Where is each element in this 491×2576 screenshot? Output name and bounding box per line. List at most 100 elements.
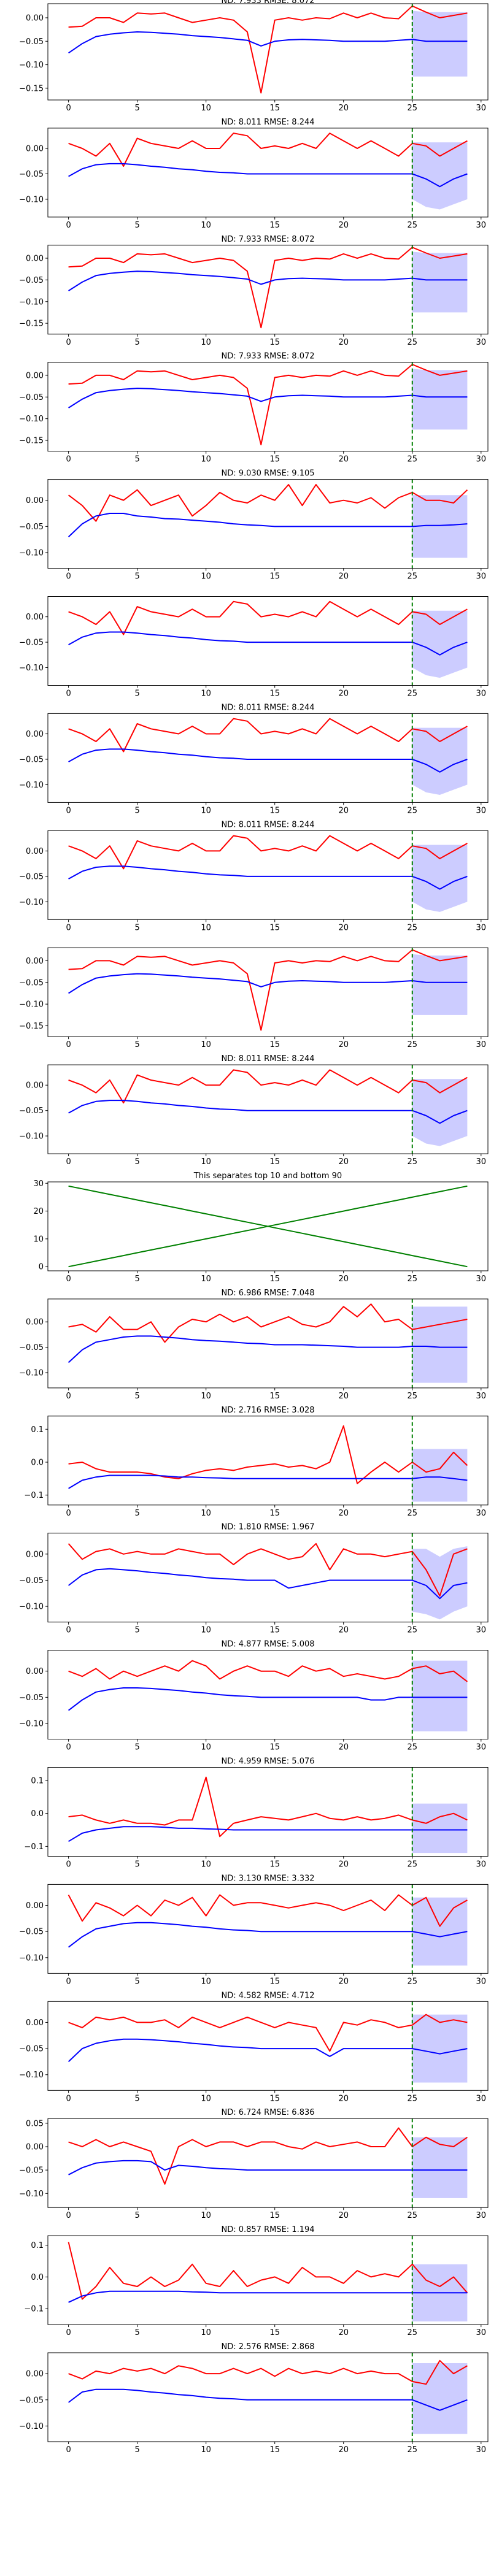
y-tick-label-5-2: −0.10 [19, 549, 44, 558]
series-line-9-1 [68, 949, 468, 1031]
x-tick-label-8-6: 30 [476, 923, 487, 932]
y-tick-label-20-1: 0.0 [31, 2273, 44, 2282]
y-tick-label-14-1: −0.05 [19, 1576, 44, 1585]
x-tick-label-1-1: 5 [135, 104, 140, 113]
x-tick-label-4-2: 10 [201, 455, 211, 464]
x-tick-label-10-3: 15 [269, 1157, 280, 1167]
series-line-18-2 [68, 2038, 468, 2063]
x-tick-label-12-6: 30 [476, 1392, 487, 1401]
series-line-5-2 [68, 513, 468, 538]
x-tick-label-12-2: 10 [201, 1392, 211, 1401]
axes-frame-12 [47, 1298, 489, 1389]
axes-frame-20 [47, 2235, 489, 2325]
axes-frame-15 [47, 1650, 489, 1740]
y-tick-label-13-1: 0.0 [31, 1458, 44, 1467]
y-tick-label-21-1: −0.05 [19, 2396, 44, 2405]
x-tick-label-7-0: 0 [66, 806, 71, 815]
x-tick-label-10-6: 30 [476, 1157, 487, 1167]
y-tick-label-21-2: −0.10 [19, 2422, 44, 2431]
x-tick-label-4-1: 5 [135, 455, 140, 464]
x-tick-label-18-3: 15 [269, 2094, 280, 2103]
y-tick-label-4-1: −0.05 [19, 393, 44, 402]
y-tick-label-13-0: 0.1 [31, 1425, 44, 1435]
axes-frame-21 [47, 2352, 489, 2442]
axes-frame-13 [47, 1416, 489, 1506]
x-tick-label-11-0: 0 [66, 1275, 71, 1284]
y-tick-label-8-2: −0.10 [19, 898, 44, 907]
x-tick-label-9-6: 30 [476, 1040, 487, 1049]
x-tick-label-4-6: 30 [476, 455, 487, 464]
axes-frame-1 [47, 3, 489, 101]
x-tick-label-21-5: 25 [407, 2445, 417, 2455]
x-tick-label-14-4: 20 [338, 1626, 349, 1635]
y-tick-label-11-3: 0 [39, 1263, 44, 1272]
x-tick-label-11-2: 10 [201, 1275, 211, 1284]
x-tick-label-17-2: 10 [201, 1977, 211, 1986]
axes-frame-19 [47, 2118, 489, 2208]
forecast-band-18 [412, 2014, 468, 2083]
x-tick-label-14-2: 10 [201, 1626, 211, 1635]
axes-frame-18 [47, 2001, 489, 2091]
axes-frame-3 [47, 245, 489, 335]
y-tick-label-1-1: −0.05 [19, 37, 44, 47]
x-tick-label-2-0: 0 [66, 221, 71, 230]
x-tick-label-11-3: 15 [269, 1275, 280, 1284]
x-tick-label-8-4: 20 [338, 923, 349, 932]
y-tick-label-19-2: −0.05 [19, 2166, 44, 2175]
y-tick-label-14-2: −0.10 [19, 1603, 44, 1612]
series-line-14-1 [68, 1543, 468, 1597]
chart-panel-7: ND: 8.011 RMSE: 8.244 0 5 10 15 20 25 30 0.00 −0.… [19, 703, 489, 815]
x-tick-label-16-5: 25 [407, 1860, 417, 1869]
x-tick-label-20-2: 10 [201, 2328, 211, 2337]
series-line-2-1 [68, 132, 468, 167]
chart-panel-5: ND: 9.030 RMSE: 9.105 0 5 10 15 20 25 30 0.00 −0.… [19, 469, 489, 581]
x-tick-label-3-5: 25 [407, 338, 417, 347]
y-tick-label-9-0: 0.00 [26, 957, 44, 966]
x-tick-label-9-0: 0 [66, 1040, 71, 1049]
series-line-12-1 [68, 1303, 468, 1343]
x-tick-label-12-4: 20 [338, 1392, 349, 1401]
x-tick-label-6-6: 30 [476, 689, 487, 699]
chart-panel-19: ND: 6.724 RMSE: 6.836 0 5 10 15 20 25 30 0.05 0.0… [19, 2108, 489, 2220]
x-tick-label-13-0: 0 [66, 1509, 71, 1518]
chart-panel-4: ND: 7.933 RMSE: 8.072 0 5 10 15 20 25 30 0.00 −0.… [19, 352, 489, 464]
x-tick-label-17-3: 15 [269, 1977, 280, 1986]
y-tick-label-7-0: 0.00 [26, 730, 44, 739]
forecast-band-2 [412, 142, 468, 210]
forecast-band-1 [412, 10, 468, 77]
chart-title-4: ND: 7.933 RMSE: 8.072 [221, 352, 314, 361]
series-line-18-1 [68, 2014, 468, 2052]
x-tick-label-3-4: 20 [338, 338, 349, 347]
x-tick-label-16-2: 10 [201, 1860, 211, 1869]
x-tick-label-18-4: 20 [338, 2094, 349, 2103]
chart-panel-21: ND: 2.576 RMSE: 2.868 0 5 10 15 20 25 30 0.00 −0.… [19, 2342, 489, 2455]
chart-title-2: ND: 8.011 RMSE: 8.244 [221, 118, 314, 127]
x-tick-label-12-1: 5 [135, 1392, 140, 1401]
chart-title-10: ND: 8.011 RMSE: 8.244 [221, 1054, 314, 1064]
x-tick-label-14-1: 5 [135, 1626, 140, 1635]
x-tick-label-6-5: 25 [407, 689, 417, 699]
x-tick-label-12-3: 15 [269, 1392, 280, 1401]
x-tick-label-5-5: 25 [407, 572, 417, 581]
x-tick-label-18-2: 10 [201, 2094, 211, 2103]
y-tick-label-20-0: 0.1 [31, 2241, 44, 2250]
x-tick-label-4-3: 15 [269, 455, 280, 464]
forecast-band-8 [412, 845, 468, 912]
series-line-11-2 [68, 1185, 468, 1268]
x-tick-label-11-5: 25 [407, 1275, 417, 1284]
series-line-16-2 [68, 1826, 468, 1842]
y-tick-label-7-2: −0.10 [19, 781, 44, 790]
x-tick-label-19-3: 15 [269, 2211, 280, 2220]
x-tick-label-15-3: 15 [269, 1743, 280, 1752]
x-tick-label-15-0: 0 [66, 1743, 71, 1752]
chart-panel-6: 0 5 10 15 20 25 30 0.00 −0.05 −0.10 [19, 596, 489, 699]
x-tick-label-4-5: 25 [407, 455, 417, 464]
x-tick-label-16-4: 20 [338, 1860, 349, 1869]
forecast-band-16 [412, 1803, 468, 1853]
axes-frame-5 [47, 479, 489, 569]
x-tick-label-8-2: 10 [201, 923, 211, 932]
x-tick-label-5-0: 0 [66, 572, 71, 581]
chart-title-15: ND: 4.877 RMSE: 5.008 [221, 1640, 314, 1649]
forecast-band-19 [412, 2137, 468, 2198]
series-line-3-1 [68, 247, 468, 329]
